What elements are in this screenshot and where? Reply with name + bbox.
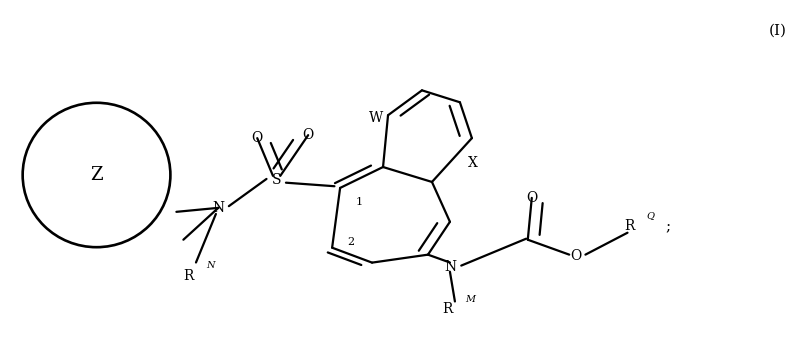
Text: N: N bbox=[444, 260, 456, 274]
Text: ;: ; bbox=[664, 221, 669, 235]
Text: R: R bbox=[183, 268, 193, 282]
Text: Z: Z bbox=[90, 166, 103, 184]
Text: R: R bbox=[624, 219, 634, 233]
Text: O: O bbox=[569, 249, 581, 263]
Text: (I): (I) bbox=[767, 24, 785, 38]
Text: 1: 1 bbox=[356, 197, 363, 207]
Text: W: W bbox=[368, 111, 383, 125]
Text: N: N bbox=[206, 261, 214, 270]
Text: Q: Q bbox=[646, 211, 654, 220]
Text: X: X bbox=[467, 156, 477, 170]
Text: M: M bbox=[465, 295, 474, 304]
Text: R: R bbox=[442, 302, 453, 316]
Text: S: S bbox=[271, 173, 281, 187]
Text: O: O bbox=[526, 191, 537, 205]
Text: N: N bbox=[212, 201, 224, 215]
Text: O: O bbox=[251, 131, 263, 145]
Text: 2: 2 bbox=[346, 237, 354, 247]
Text: O: O bbox=[303, 128, 313, 142]
